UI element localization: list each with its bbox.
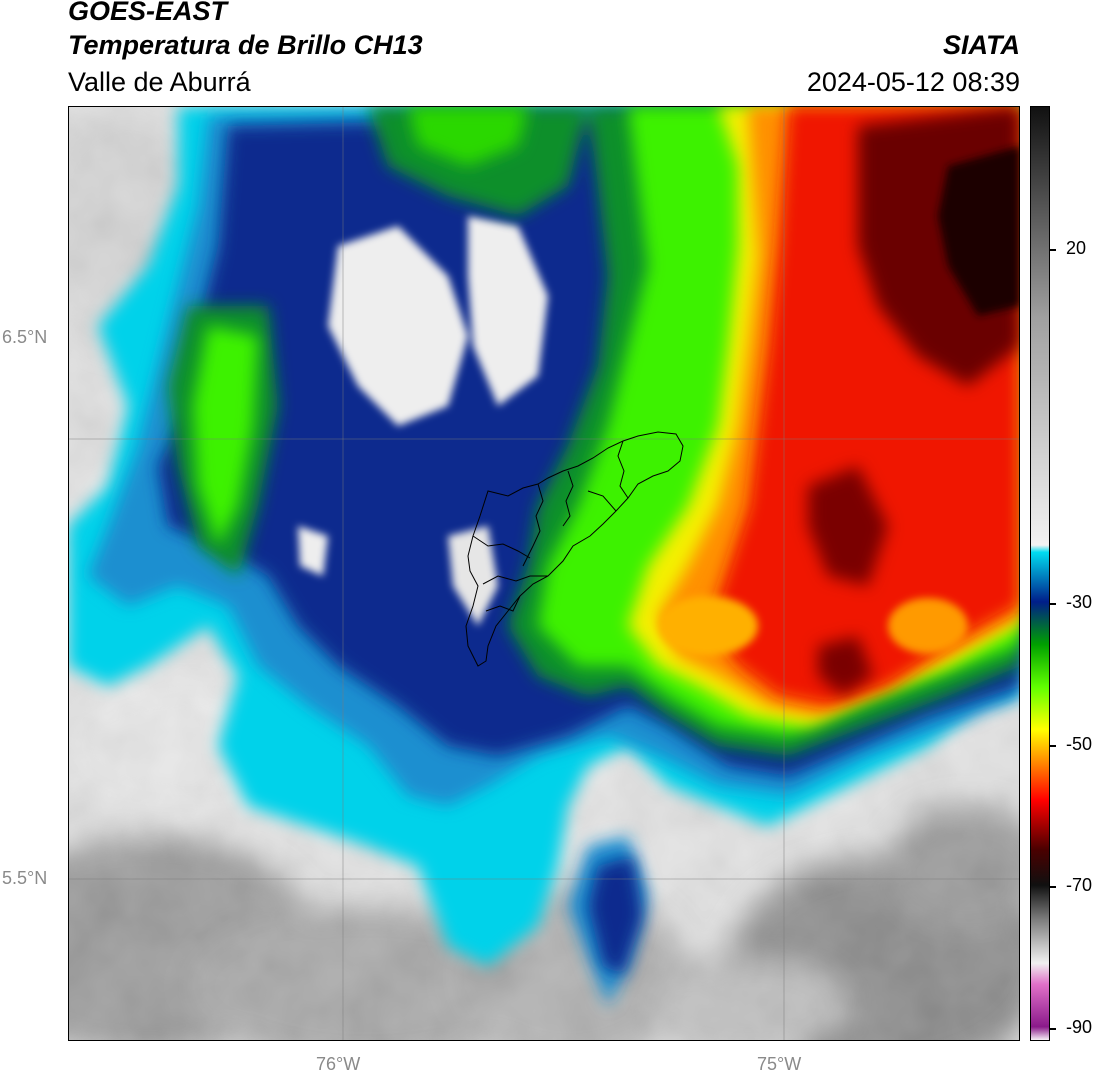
colorbar-tick-20 — [1050, 249, 1056, 251]
graticule — [68, 106, 1020, 1041]
colorbar-svg — [1030, 106, 1050, 1041]
lat-tick-6-5n: 6.5°N — [2, 327, 48, 347]
satellite-map[interactable] — [68, 106, 1020, 1041]
colorbar-label-minus90: -90 — [1066, 1017, 1093, 1037]
region-label: Valle de Aburrá — [68, 67, 251, 97]
cloud-orange-patches — [658, 596, 968, 656]
cloud-black-core — [938, 146, 1020, 316]
colorbar-tick-minus30 — [1050, 603, 1056, 605]
lat-tick-5-5n: 5.5°N — [2, 868, 48, 888]
colorbar-tick-minus70 — [1050, 886, 1056, 888]
product-title: GOES-EAST — [68, 0, 228, 26]
timestamp-label: 2024-05-12 08:39 — [806, 67, 1020, 97]
colorbar-label-minus70: -70 — [1066, 875, 1093, 895]
lon-tick-76w: 76°W — [316, 1054, 361, 1074]
lon-tick-75w: 75°W — [757, 1054, 802, 1074]
colorbar-tick-minus90 — [1050, 1028, 1056, 1030]
colorbar — [1030, 106, 1050, 1041]
satellite-map-svg — [68, 106, 1020, 1041]
aburra-valley-boundaries — [465, 431, 684, 667]
colorbar-tick-minus50 — [1050, 745, 1056, 747]
product-subtitle: Temperatura de Brillo CH13 — [68, 30, 423, 60]
colorbar-label-minus30: -30 — [1066, 592, 1093, 612]
colorbar-fill — [1030, 106, 1050, 1041]
colorbar-label-20: 20 — [1066, 238, 1087, 258]
colorbar-frame — [1030, 106, 1050, 1041]
organization-label: SIATA — [943, 30, 1020, 60]
colorbar-label-minus50: -50 — [1066, 734, 1093, 754]
